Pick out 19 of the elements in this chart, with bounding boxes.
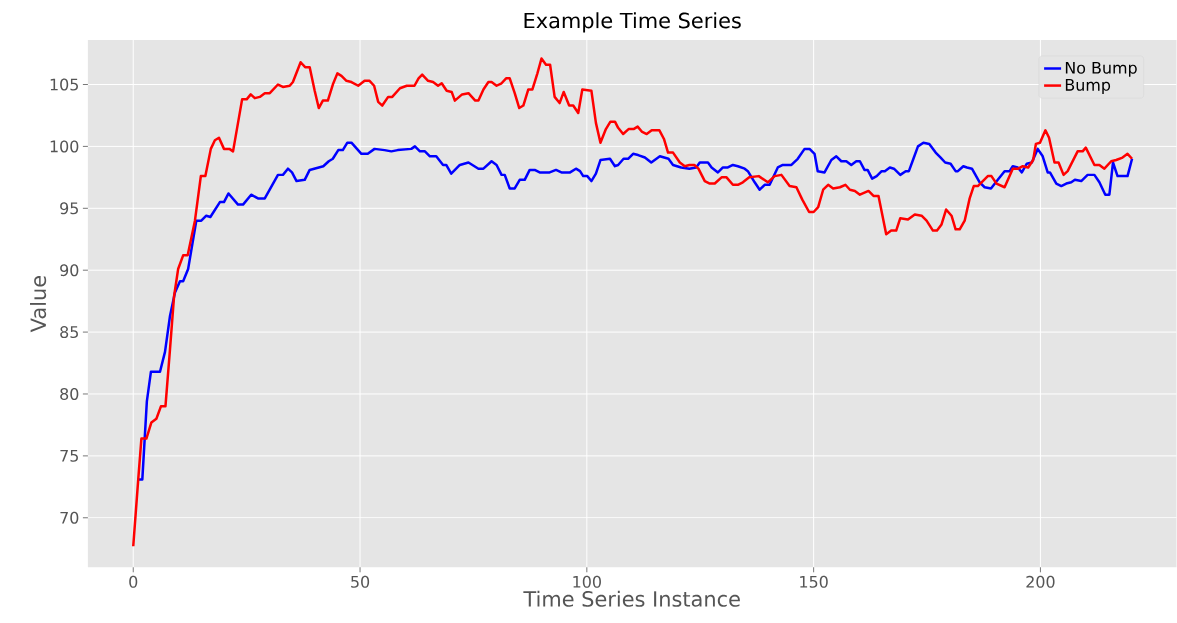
y-tick-label: 85 [60, 325, 78, 338]
y-tick-label: 100 [50, 140, 79, 153]
y-tick-label: 90 [60, 264, 79, 277]
line-series [136, 141, 1134, 481]
y-tick-label: 95 [60, 202, 78, 215]
legend-label: No Bump [1065, 61, 1137, 77]
y-tick-label: 75 [60, 449, 78, 462]
x-axis-title: Time Series Instance [523, 590, 740, 607]
x-tick-label: 100 [573, 575, 601, 588]
y-tick-label: 70 [60, 511, 79, 524]
legend-label: Bump [1065, 78, 1111, 94]
x-tick-label: 150 [800, 575, 828, 588]
y-tick-label: 80 [60, 387, 79, 400]
x-tick-label: 200 [1026, 575, 1055, 588]
y-tick-label: 105 [50, 78, 78, 91]
y-axis-title: Value [29, 275, 47, 333]
x-tick-label: 0 [129, 575, 138, 588]
chart-title: Example Time Series [524, 12, 741, 33]
x-tick-label: 50 [351, 575, 370, 588]
